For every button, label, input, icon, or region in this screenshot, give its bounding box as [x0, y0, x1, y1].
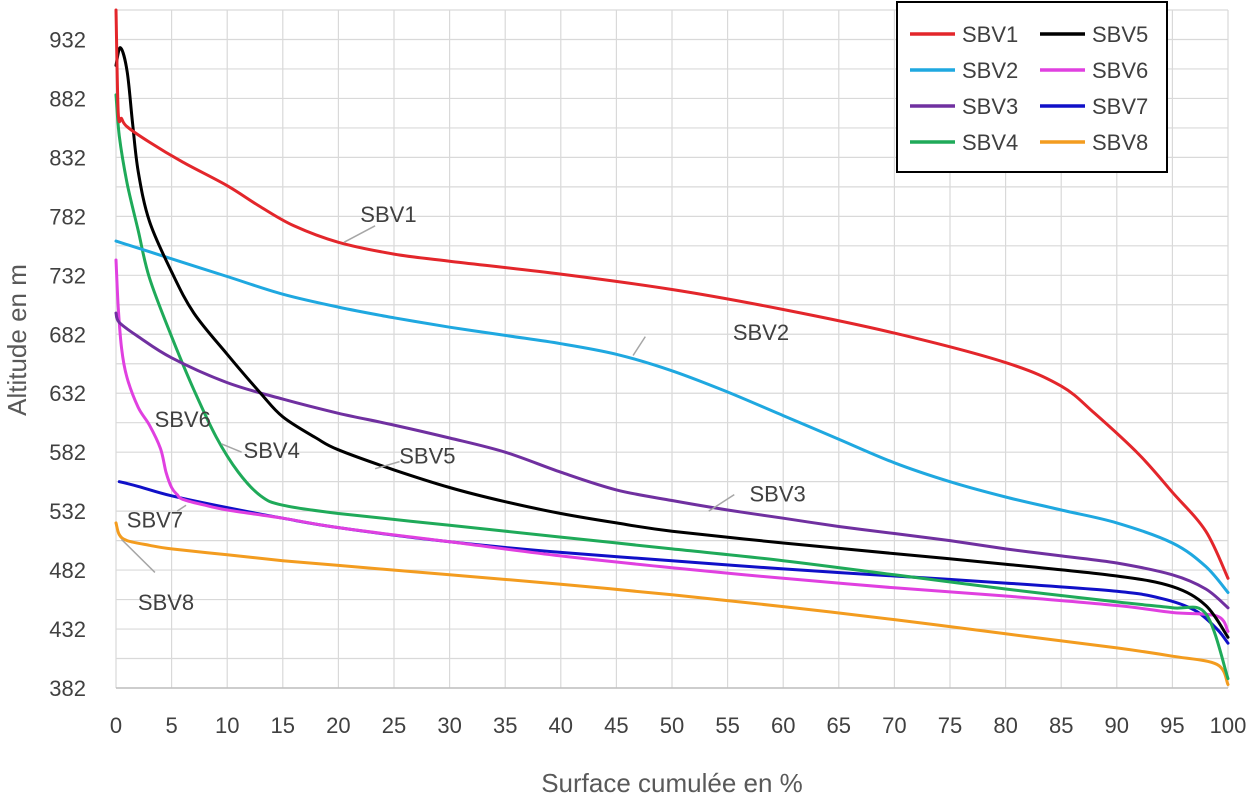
- annotation-label-sbv5: SBV5: [399, 444, 455, 469]
- x-tick-label: 55: [715, 713, 739, 738]
- series-line-sbv7: [117, 480, 1230, 645]
- annotation-leader-sbv8: [121, 538, 156, 573]
- y-tick-label: 432: [49, 617, 86, 642]
- y-axis-tick-labels: 382 432 482 532 582 632 682 732 782 832 882 932: [49, 27, 86, 701]
- x-tick-label: 0: [110, 713, 122, 738]
- annotation-leader-sbv5: [374, 460, 400, 470]
- annotation-leader-sbv4: [221, 443, 242, 453]
- x-axis-title: Surface cumulée en %: [541, 768, 803, 798]
- y-tick-label: 682: [49, 322, 86, 347]
- legend-label-sbv2: SBV2: [962, 58, 1018, 83]
- y-tick-label: 882: [49, 86, 86, 111]
- y-tick-label: 482: [49, 558, 86, 583]
- series-line-sbv5: [114, 46, 1230, 639]
- x-tick-label: 10: [215, 713, 239, 738]
- x-tick-label: 75: [938, 713, 962, 738]
- x-tick-label: 40: [549, 713, 573, 738]
- annotation-leader-sbv3: [708, 493, 735, 512]
- series-lines: [114, 8, 1230, 686]
- legend-label-sbv3: SBV3: [962, 94, 1018, 119]
- annotation-label-sbv3: SBV3: [750, 481, 806, 506]
- annotation-label-sbv6: SBV6: [155, 407, 211, 432]
- y-tick-label: 732: [49, 263, 86, 288]
- legend-label-sbv7: SBV7: [1092, 94, 1148, 119]
- x-tick-label: 45: [604, 713, 628, 738]
- y-tick-label: 582: [49, 440, 86, 465]
- x-tick-label: 25: [382, 713, 406, 738]
- y-tick-label: 782: [49, 204, 86, 229]
- y-axis-title: Altitude en m: [2, 264, 32, 416]
- legend-label-sbv4: SBV4: [962, 130, 1018, 155]
- x-tick-label: 35: [493, 713, 517, 738]
- legend-label-sbv6: SBV6: [1092, 58, 1148, 83]
- series-line-sbv8: [114, 521, 1230, 686]
- y-tick-label: 532: [49, 499, 86, 524]
- legend-label-sbv1: SBV1: [962, 22, 1018, 47]
- annotation-label-sbv1: SBV1: [360, 202, 416, 227]
- series-line-sbv4: [114, 93, 1230, 681]
- x-tick-label: 100: [1210, 713, 1247, 738]
- annotation-leader-sbv2: [632, 336, 646, 356]
- x-tick-label: 15: [271, 713, 295, 738]
- x-tick-label: 70: [882, 713, 906, 738]
- annotation-label-sbv2: SBV2: [733, 320, 789, 345]
- annotation-leader-sbv7: [176, 504, 187, 512]
- y-tick-label: 632: [49, 381, 86, 406]
- series-line-sbv2: [114, 239, 1230, 594]
- x-tick-label: 65: [827, 713, 851, 738]
- annotation-label-sbv7: SBV7: [127, 507, 183, 532]
- y-tick-label: 832: [49, 145, 86, 170]
- annotation-label-sbv8: SBV8: [138, 590, 194, 615]
- x-axis-tick-labels: 0 5 10 15 20 25 30 35 40 45 50 55 60 65 70 75 80 85 90 95 10…: [110, 713, 1246, 738]
- legend-label-sbv5: SBV5: [1092, 22, 1148, 47]
- curve-annotations: SBV1 SBV2 SBV3 SBV4 SBV5 SBV6 SBV7 SBV8: [121, 202, 806, 615]
- annotation-label-sbv4: SBV4: [244, 438, 300, 463]
- series-line-sbv6: [114, 258, 1230, 633]
- x-tick-label: 20: [326, 713, 350, 738]
- annotation-leader-sbv1: [343, 225, 376, 243]
- legend-label-sbv8: SBV8: [1092, 130, 1148, 155]
- x-tick-label: 80: [993, 713, 1017, 738]
- x-tick-label: 95: [1160, 713, 1184, 738]
- y-tick-label: 382: [49, 676, 86, 701]
- x-tick-label: 5: [165, 713, 177, 738]
- x-tick-label: 90: [1105, 713, 1129, 738]
- x-tick-label: 30: [437, 713, 461, 738]
- series-line-sbv3: [114, 311, 1230, 610]
- y-tick-label: 932: [49, 27, 86, 52]
- legend: SBV1 SBV2 SBV3 SBV4 SBV5 SBV6 SBV7 SBV8: [896, 1, 1168, 173]
- x-tick-label: 85: [1049, 713, 1073, 738]
- series-line-sbv1: [114, 8, 1230, 580]
- x-tick-label: 50: [660, 713, 684, 738]
- x-tick-label: 60: [771, 713, 795, 738]
